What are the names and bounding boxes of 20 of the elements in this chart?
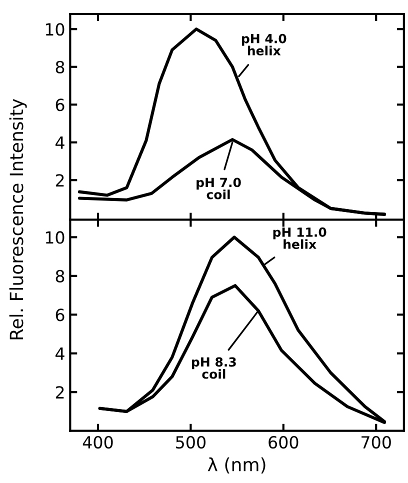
y-tick-label: 4 — [56, 348, 64, 360]
annotation: pH 8.3 coil — [192, 357, 236, 379]
x-tick-label: 500 — [176, 436, 206, 449]
y-tick-label: 10 — [46, 231, 64, 244]
x-tick-label: 700 — [362, 436, 391, 449]
y-tick-label: 6 — [56, 308, 64, 322]
annotation: pH 7.0 coil — [196, 178, 241, 200]
y-tick-label: 10 — [46, 23, 64, 36]
y-tick-label: 2 — [56, 174, 64, 186]
y-tick-label: 8 — [56, 270, 64, 282]
annotation: pH 11.0 helix — [273, 227, 326, 249]
y-tick-label: 4 — [56, 136, 64, 149]
y-tick-label: 8 — [56, 60, 64, 74]
y-tick-label: 6 — [56, 98, 64, 112]
y-tick-label: 2 — [56, 386, 64, 398]
annotation: pH 4.0 helix — [242, 34, 286, 56]
y-axis-title: Rel. Fluorescence Intensity — [9, 99, 27, 340]
x-tick-label: 600 — [268, 436, 298, 449]
x-axis-title: λ (nm) — [208, 457, 266, 474]
x-tick-label: 400 — [82, 436, 113, 449]
